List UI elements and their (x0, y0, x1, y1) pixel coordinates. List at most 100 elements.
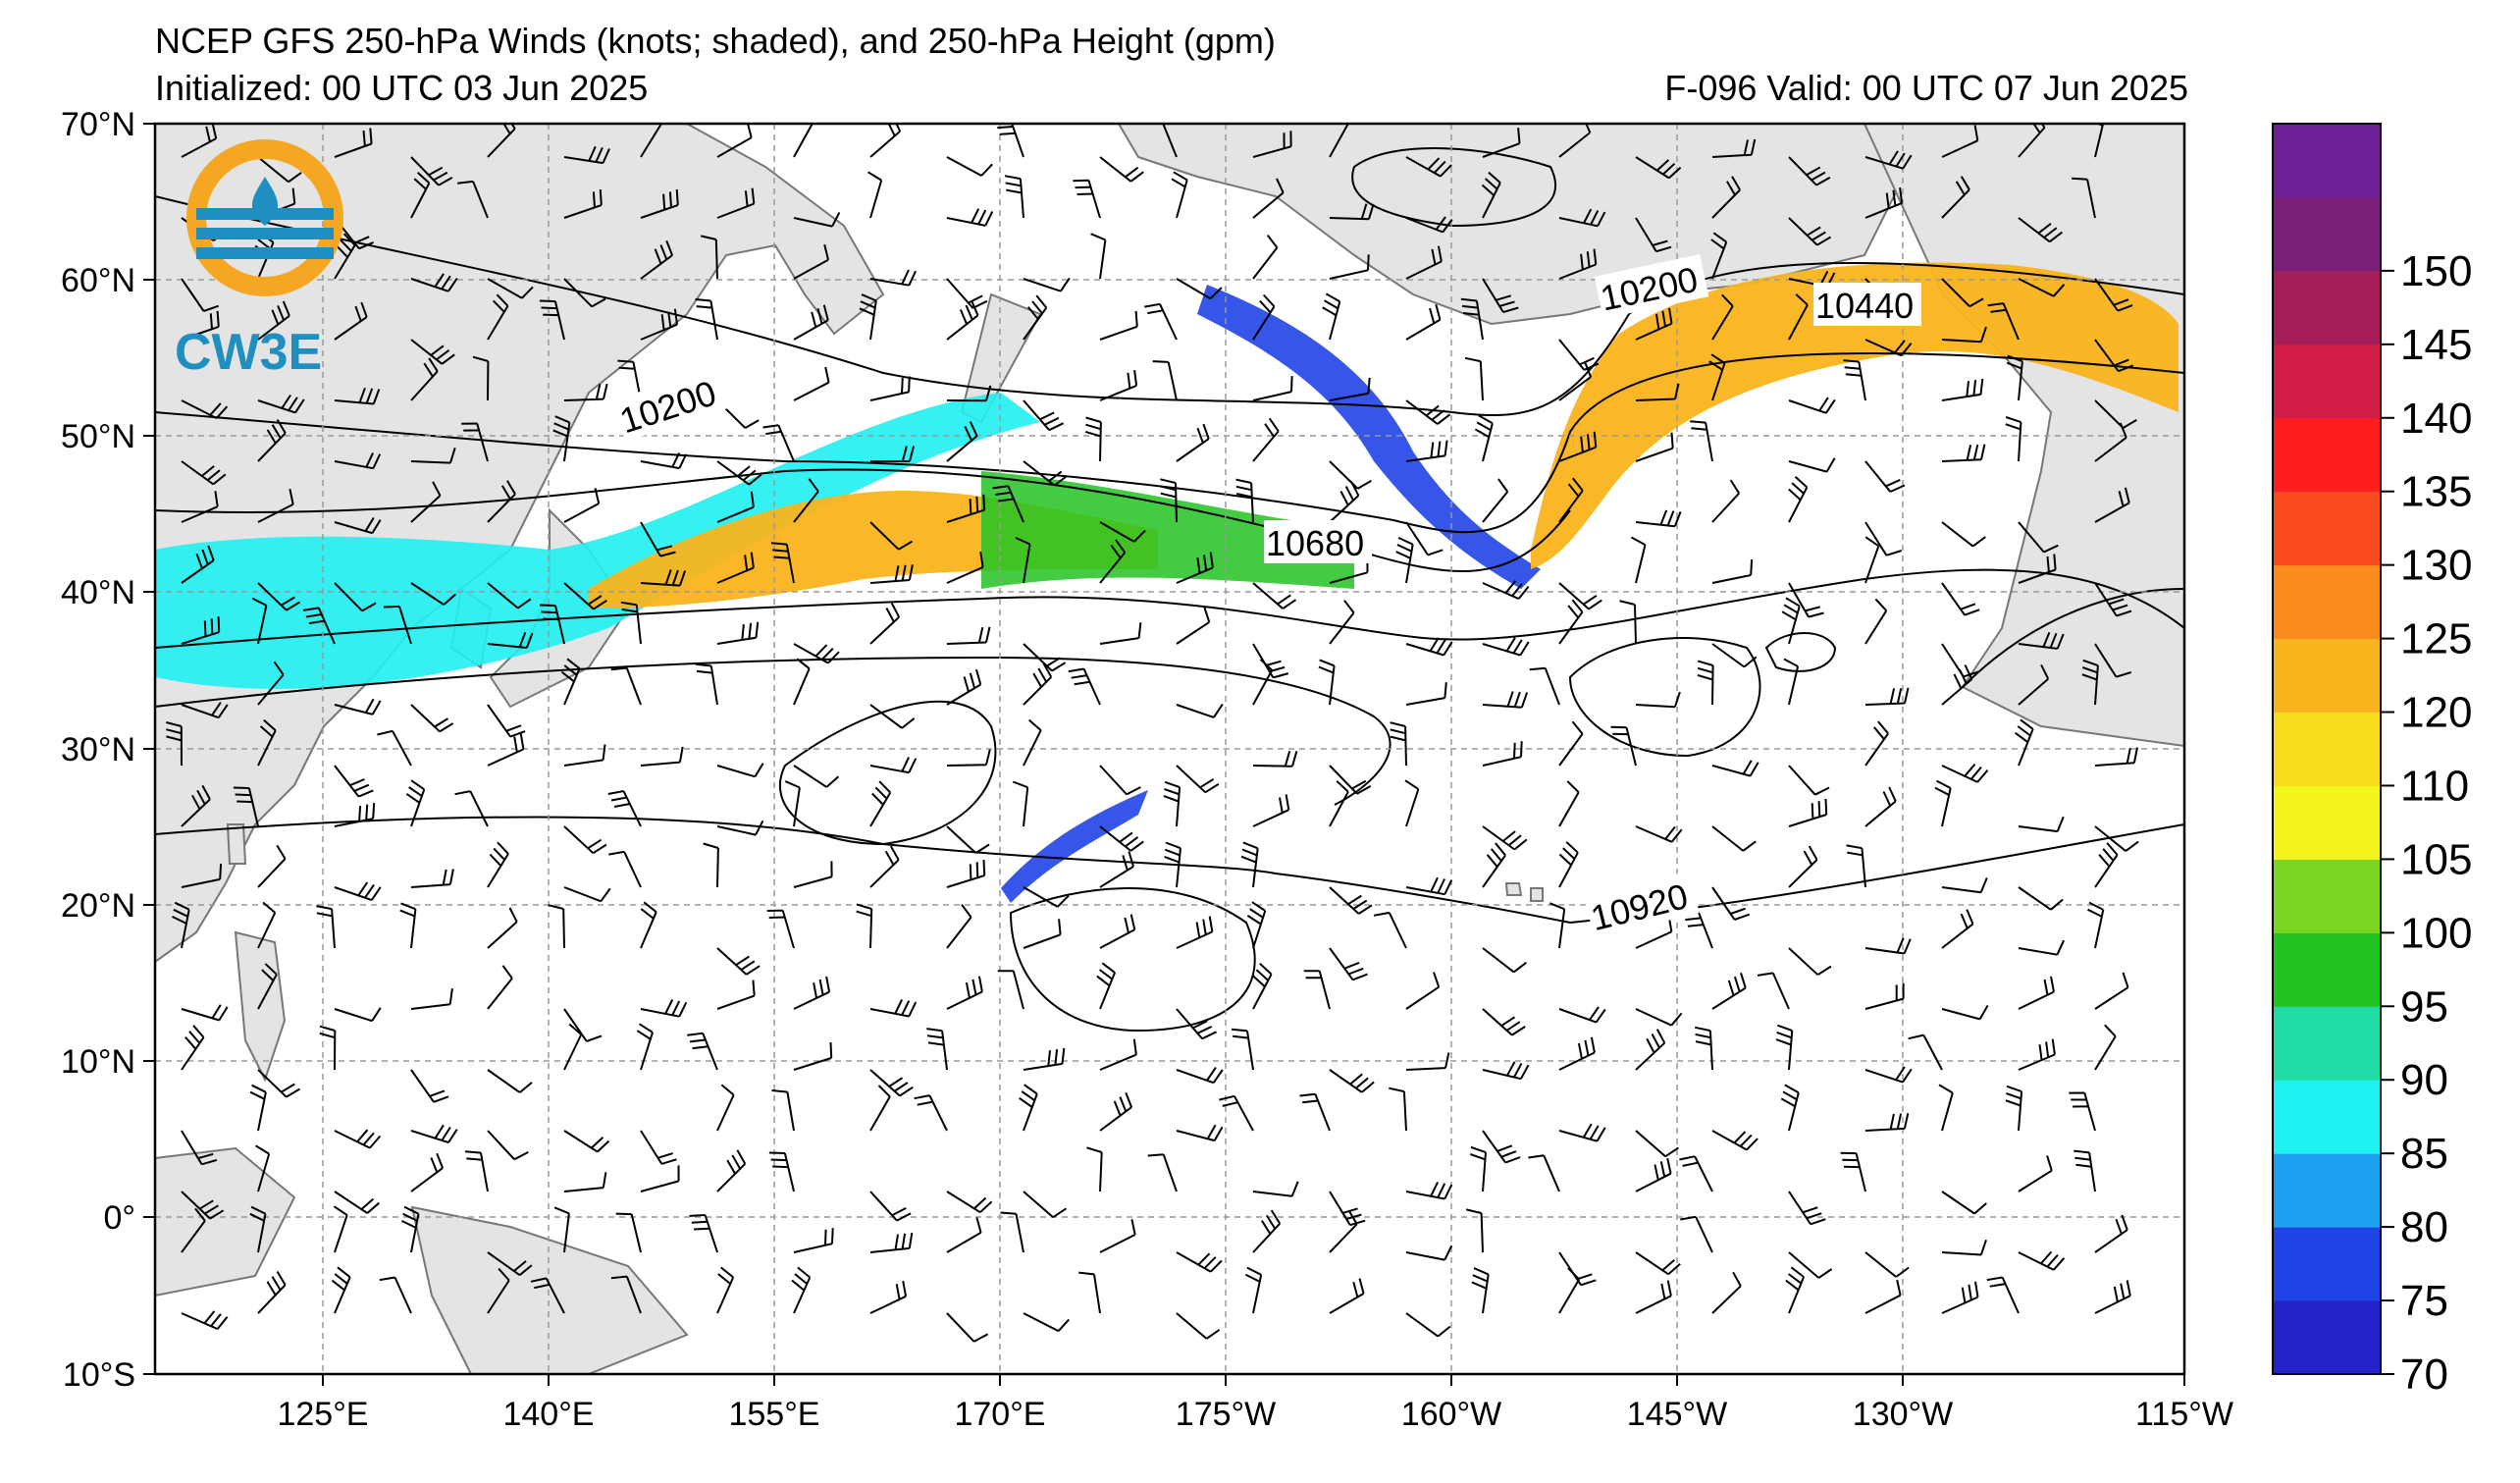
wind-barb (379, 1276, 412, 1314)
wind-barb (560, 658, 581, 706)
wind-barb (793, 643, 840, 664)
wind-barb (768, 1151, 795, 1192)
wind-barb (2018, 554, 2057, 584)
wind-barb (2074, 1149, 2096, 1192)
wind-barb (257, 394, 305, 414)
wind-barb (563, 1130, 610, 1153)
wind-barb (334, 881, 382, 902)
wind-barb (1329, 600, 1355, 645)
wind-barb (1864, 1066, 1913, 1084)
contour-label-10440: 10440 (1815, 286, 1914, 326)
wind-barb (563, 1172, 607, 1192)
wind-barb (487, 582, 532, 609)
wind-barb (1711, 293, 1734, 341)
wind-barb (1635, 1280, 1672, 1314)
lon-label-175w: 175°W (1176, 1396, 1276, 1433)
colorbar-swatch (2273, 196, 2381, 272)
wind-barb (1558, 1036, 1596, 1071)
wind-barb (1788, 765, 1830, 796)
wind-barb (181, 1025, 205, 1071)
wind-barb (563, 886, 611, 903)
wind-barb (1941, 1005, 1989, 1021)
wind-barb (1711, 1130, 1759, 1151)
wind-barb (181, 1130, 218, 1166)
wind-barb (1558, 248, 1598, 280)
wind-barb (1099, 1091, 1133, 1132)
wind-barb (410, 357, 439, 401)
wind-barb (793, 124, 814, 158)
wind-barb (856, 903, 873, 949)
wind-barb (1934, 779, 1952, 827)
wind-barb (1482, 825, 1528, 851)
colorbar-tick-label: 70 (2400, 1351, 2448, 1399)
wind-barb (869, 757, 918, 774)
wind-barb (610, 666, 642, 706)
colorbar: 70 75 80 85 90 95 100 105 110 120 125 130 135 140 145 1… (2272, 123, 2472, 1399)
wind-barb (640, 308, 678, 341)
wind-barb (1635, 1130, 1679, 1158)
colorbar-tick-label: 120 (2400, 689, 2472, 737)
wind-barb (1690, 420, 1713, 462)
wind-barb (1023, 294, 1048, 341)
wind-barb (1329, 886, 1373, 915)
wind-barb (640, 124, 662, 158)
wind-barb (946, 626, 991, 645)
wind-barb (1252, 234, 1279, 280)
wind-barb (487, 124, 516, 158)
wind-barb (2094, 399, 2137, 429)
wind-barb (563, 825, 607, 855)
wind-barb (1329, 1278, 1365, 1314)
wind-barb (946, 156, 993, 177)
wind-barb (1099, 539, 1127, 584)
wind-barb (2094, 278, 2133, 312)
wind-barb (793, 243, 829, 280)
wind-barb (1711, 973, 1747, 1010)
wind-barb (689, 1214, 718, 1253)
wind-barb (640, 188, 679, 219)
wind-barb (1176, 1008, 1217, 1040)
wind-barb (1099, 521, 1146, 543)
wind-barb (1329, 203, 1375, 221)
wind-barb (1329, 765, 1372, 795)
wind-barb (487, 278, 534, 299)
latitude-axis: 70°N 60°N 50°N 40°N 30°N 20°N 10°N 0° 10… (61, 106, 155, 1394)
wind-barb (1246, 901, 1267, 949)
wind-barb (640, 569, 687, 587)
wind-barb (1635, 307, 1673, 341)
wind-barb (1610, 725, 1637, 767)
lat-label-40n: 40°N (61, 574, 135, 611)
wind-barb (487, 841, 509, 888)
wind-barb (1395, 536, 1414, 584)
colorbar-swatch (2273, 564, 2381, 640)
wind-barb (793, 304, 829, 341)
wind-barb (1843, 359, 1866, 401)
wind-barb (1864, 339, 1913, 357)
colorbar-tick-label: 110 (2400, 762, 2469, 810)
wind-barb (487, 1267, 510, 1314)
lon-label-170e: 170°E (954, 1396, 1045, 1433)
wind-barb (1711, 825, 1757, 852)
wind-barb (1864, 937, 1912, 955)
wind-barb (608, 850, 642, 888)
wind-barb (716, 947, 761, 976)
wind-barb (716, 552, 755, 584)
wind-barb (1099, 765, 1141, 796)
wind-barb (1635, 156, 1682, 180)
wind-barb (1987, 302, 2020, 341)
wind-barb (1635, 1029, 1666, 1071)
wind-barb (1318, 659, 1336, 706)
wind-barb (257, 418, 287, 462)
colorbar-swatch (2273, 932, 2381, 1007)
wind-barb (1004, 175, 1024, 219)
wind-barb (1235, 478, 1254, 523)
wind-barb (869, 1085, 891, 1132)
wind-barb (1864, 1113, 1910, 1132)
wind-barb (1252, 1181, 1299, 1197)
colorbar-swatch (2273, 1300, 2381, 1375)
wind-barb (793, 1042, 833, 1071)
wind-barb (946, 825, 990, 854)
wind-barb (1329, 1191, 1366, 1227)
wind-barb (1941, 444, 1986, 462)
wind-barb (1788, 582, 1824, 618)
wind-barb (859, 293, 877, 341)
